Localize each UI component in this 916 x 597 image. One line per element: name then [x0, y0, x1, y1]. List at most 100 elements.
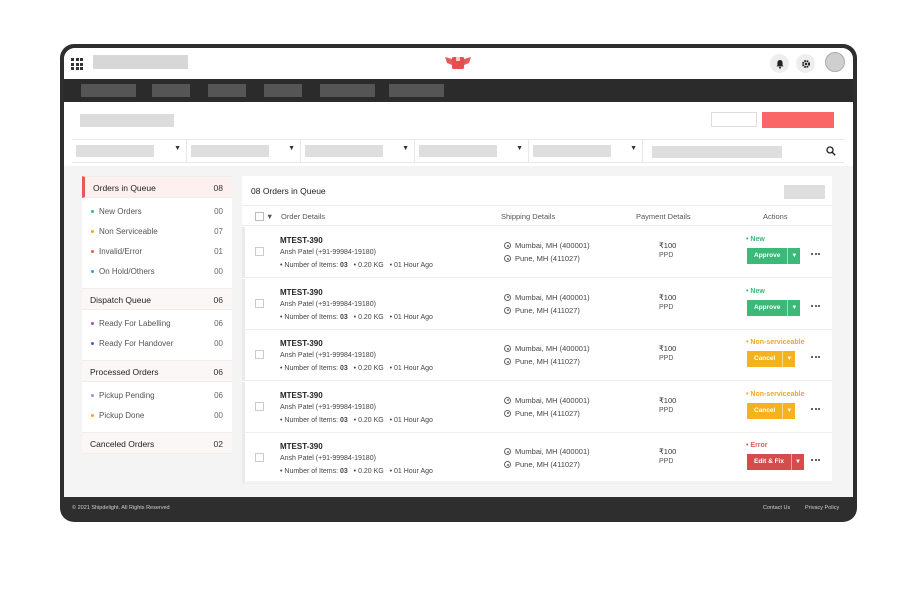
chevron-down-icon[interactable]: ▼	[782, 402, 796, 419]
filter-dropdown-3[interactable]: ▼	[301, 140, 415, 162]
more-options-icon[interactable]	[811, 459, 823, 465]
chevron-down-icon[interactable]: ▼	[787, 299, 801, 316]
action-button[interactable]: Cancel	[747, 402, 783, 419]
sidebar-item-ready-for-handover[interactable]: Ready For Handover 00	[82, 336, 232, 352]
table-row[interactable]: MTEST-390 Ansh Patel (+91-99984-19180) • N…	[242, 330, 832, 381]
action-split-button[interactable]: Cancel ▼	[747, 351, 796, 367]
caret-down-icon: ▼	[174, 145, 181, 152]
order-id[interactable]: MTEST-390	[280, 390, 323, 400]
sidebar-item-label: Invalid/Error	[99, 247, 143, 256]
chevron-down-icon[interactable]: ▼	[782, 351, 796, 367]
items-label: • Number of Items:	[280, 468, 341, 475]
caret-down-icon: ▼	[402, 145, 409, 152]
action-button[interactable]: Approve	[747, 299, 788, 316]
status-badge: • Non-serviceable	[746, 390, 805, 398]
orders-panel: 08 Orders in Queue ▼ Order Details Shipp…	[242, 176, 832, 484]
payment-mode: PPD	[659, 406, 674, 414]
device-frame: ▼ ▼ ▼ ▼ ▼ Orders in Queue 08 New Orders …	[60, 44, 857, 522]
sidebar-item-on-hold[interactable]: On Hold/Others 00	[82, 264, 232, 280]
more-options-icon[interactable]	[811, 253, 823, 259]
order-id[interactable]: MTEST-390	[280, 339, 323, 348]
more-options-icon[interactable]	[811, 407, 823, 414]
contact-us-link[interactable]: Contact Us	[763, 505, 791, 511]
more-options-icon[interactable]	[811, 304, 823, 311]
search-icon[interactable]	[826, 146, 836, 156]
action-button[interactable]: Edit & Fix	[747, 454, 791, 470]
status-dot	[91, 230, 94, 233]
grid-icon[interactable]	[71, 58, 83, 70]
sidebar-item-non-serviceable[interactable]: Non Serviceable 07	[82, 224, 232, 240]
filter-dropdown-1[interactable]: ▼	[72, 140, 187, 162]
table-row[interactable]: MTEST-390 Ansh Patel (+91-99984-19180) • N…	[242, 381, 832, 433]
select-all-checkbox[interactable]	[255, 212, 264, 221]
status-badge: • Error	[746, 442, 768, 449]
sidebar-group-dispatch-queue[interactable]: Dispatch Queue 06	[82, 288, 232, 310]
action-split-button[interactable]: Approve ▼	[747, 299, 801, 316]
payment-amount: ₹100	[659, 395, 677, 405]
primary-button[interactable]	[762, 112, 834, 128]
nav-item-1[interactable]	[81, 84, 136, 97]
row-checkbox[interactable]	[255, 247, 264, 256]
customer-info: Ansh Patel (+91-99984-19180)	[280, 403, 376, 411]
order-age: • 01 Hour Ago	[389, 262, 433, 269]
sidebar-item-new-orders[interactable]: New Orders 00	[82, 204, 232, 220]
nav-item-6[interactable]	[389, 84, 444, 97]
sidebar-item-invalid-error[interactable]: Invalid/Error 01	[82, 244, 232, 260]
sidebar-item-ready-for-labelling[interactable]: Ready For Labelling 06	[82, 316, 232, 332]
search-input[interactable]	[652, 146, 782, 158]
sidebar-group-processed-orders[interactable]: Processed Orders 06	[82, 360, 232, 382]
order-id[interactable]: MTEST-390	[280, 442, 323, 451]
payment-mode: PPD	[659, 252, 674, 259]
order-weight: • 0.20 KG	[353, 262, 384, 269]
bell-icon[interactable]	[770, 54, 789, 73]
order-meta: • Number of Items: 03 • 0.20 KG • 01 Hou…	[280, 314, 433, 321]
location-pin-icon	[504, 448, 511, 455]
row-checkbox[interactable]	[255, 401, 264, 411]
action-split-button[interactable]: Cancel ▼	[747, 402, 796, 419]
avatar[interactable]	[825, 52, 845, 72]
sidebar-item-pickup-pending[interactable]: Pickup Pending 06	[82, 388, 232, 404]
action-split-button[interactable]: Approve ▼	[747, 248, 801, 264]
filter-dropdown-4[interactable]: ▼	[415, 140, 529, 162]
action-button[interactable]: Cancel	[747, 351, 783, 367]
action-button[interactable]: Approve	[747, 248, 788, 264]
gear-icon[interactable]	[796, 54, 815, 73]
row-checkbox[interactable]	[255, 453, 264, 462]
location-pin-icon	[504, 409, 511, 417]
privacy-policy-link[interactable]: Privacy Policy	[805, 505, 840, 511]
filter-dropdown-5[interactable]: ▼	[529, 140, 643, 162]
sidebar-item-label: New Orders	[99, 207, 142, 216]
pickup-address: Mumbai, MH (400001)	[504, 396, 590, 405]
more-options-icon[interactable]	[811, 356, 823, 362]
pickup-address: Mumbai, MH (400001)	[504, 344, 590, 353]
row-checkbox[interactable]	[255, 350, 264, 359]
table-row[interactable]: MTEST-390 Ansh Patel (+91-99984-19180) • N…	[242, 433, 832, 484]
sidebar-item-label: Ready For Labelling	[99, 319, 171, 328]
sidebar-group-canceled-orders[interactable]: Canceled Orders 02	[82, 432, 232, 454]
order-id[interactable]: MTEST-390	[280, 236, 323, 245]
secondary-button[interactable]	[711, 112, 757, 127]
table-row[interactable]: MTEST-390 Ansh Patel (+91-99984-19180) • N…	[242, 278, 832, 330]
nav-item-2[interactable]	[152, 84, 190, 97]
filter-dropdown-2[interactable]: ▼	[187, 140, 301, 162]
nav-item-5[interactable]	[320, 84, 375, 97]
chevron-down-icon[interactable]: ▼	[790, 454, 804, 470]
chevron-down-icon[interactable]: ▼	[787, 248, 801, 264]
location-pin-icon	[504, 396, 511, 404]
row-checkbox[interactable]	[255, 298, 264, 308]
caret-down-icon[interactable]: ▼	[266, 212, 274, 221]
payment-mode: PPD	[659, 458, 674, 465]
panel-action-placeholder[interactable]	[784, 185, 825, 199]
sidebar-group-orders-in-queue[interactable]: Orders in Queue 08	[82, 176, 232, 198]
sidebar-item-pickup-done[interactable]: Pickup Done 00	[82, 408, 232, 424]
status-dot	[91, 414, 94, 417]
order-id[interactable]: MTEST-390	[280, 287, 323, 297]
sidebar-item-count: 06	[214, 391, 223, 400]
footer: © 2021 Shipdelight. All Rights Reserved …	[64, 497, 853, 518]
table-row[interactable]: MTEST-390 Ansh Patel (+91-99984-19180) • N…	[242, 227, 832, 278]
nav-item-4[interactable]	[264, 84, 302, 97]
delivery-address: Pune, MH (411027)	[504, 409, 580, 418]
nav-item-3[interactable]	[208, 84, 246, 97]
pickup-address: Mumbai, MH (400001)	[504, 447, 590, 456]
action-split-button[interactable]: Edit & Fix ▼	[747, 454, 804, 470]
